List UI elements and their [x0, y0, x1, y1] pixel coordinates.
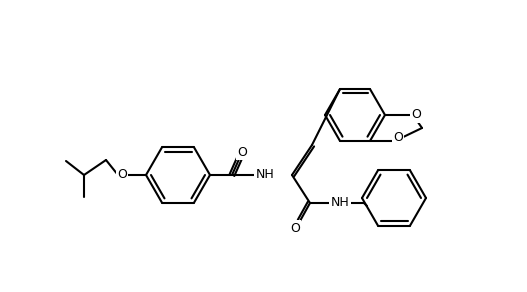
Text: O: O: [411, 109, 421, 121]
Text: O: O: [290, 222, 300, 234]
Text: O: O: [117, 168, 127, 182]
Text: NH: NH: [330, 197, 349, 209]
Text: NH: NH: [256, 168, 275, 182]
Text: O: O: [237, 145, 247, 159]
Text: O: O: [393, 131, 403, 145]
